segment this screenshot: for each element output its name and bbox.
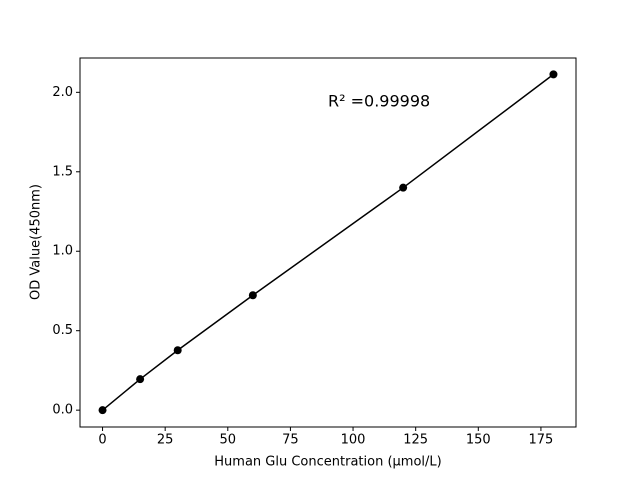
data-line bbox=[102, 73, 554, 411]
x-tick-label: 25 bbox=[157, 433, 174, 448]
x-tick-label: 50 bbox=[220, 433, 237, 448]
x-axis-label: Human Glu Concentration (μmol/L) bbox=[214, 455, 441, 470]
data-point bbox=[549, 70, 558, 79]
y-tick-label: 2.0 bbox=[52, 85, 73, 100]
y-tick-label: 0.0 bbox=[52, 403, 73, 418]
annotation: R² =0.99998 bbox=[328, 92, 430, 111]
x-tick-label: 125 bbox=[403, 433, 428, 448]
y-tick-label: 1.0 bbox=[52, 244, 73, 259]
y-axis-label: OD Value(450nm) bbox=[29, 184, 44, 300]
x-tick-label: 75 bbox=[282, 433, 299, 448]
x-tick-label: 175 bbox=[529, 433, 554, 448]
y-tick-label: 0.5 bbox=[52, 323, 73, 338]
data-point bbox=[136, 375, 145, 384]
data-point bbox=[98, 406, 107, 415]
y-tick-label: 1.5 bbox=[52, 164, 73, 179]
data-point bbox=[173, 346, 182, 355]
data-point bbox=[399, 183, 408, 192]
data-point bbox=[248, 291, 257, 300]
plot-frame bbox=[79, 57, 577, 428]
x-tick-label: 150 bbox=[466, 433, 491, 448]
x-tick-label: 100 bbox=[341, 433, 366, 448]
x-tick-label: 0 bbox=[98, 433, 106, 448]
